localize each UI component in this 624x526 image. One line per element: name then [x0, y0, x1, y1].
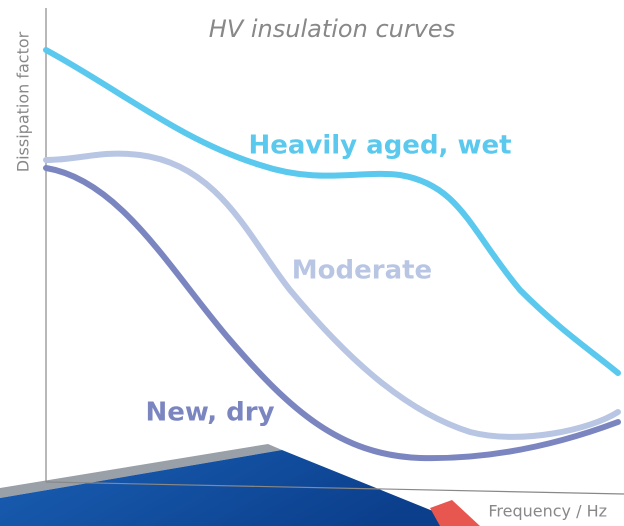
- device-edge: [0, 444, 282, 498]
- y-axis-label: Dissipation factor: [14, 31, 33, 172]
- x-axis: [45, 481, 624, 495]
- curve-label: Heavily aged, wet: [248, 131, 511, 161]
- curve-label: New, dry: [145, 398, 274, 428]
- curve-new-dry: [43, 165, 621, 462]
- device-accent: [430, 500, 480, 526]
- curve-moderate: [43, 150, 621, 440]
- device-body: [0, 450, 470, 526]
- curve-label: Moderate: [292, 256, 432, 286]
- curve-heavily-aged: [43, 47, 621, 376]
- title: HV insulation curves: [209, 15, 455, 43]
- x-axis-label: Frequency / Hz: [488, 502, 607, 521]
